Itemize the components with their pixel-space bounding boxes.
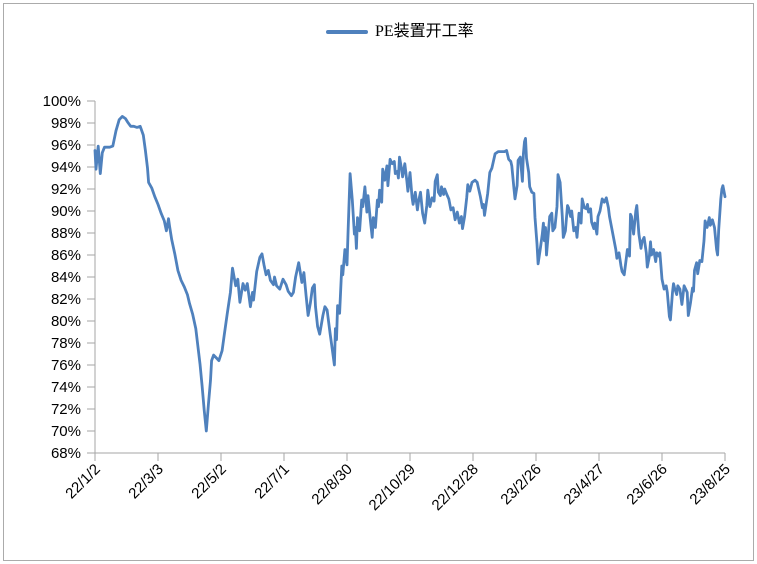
y-tick-label: 98% — [51, 115, 81, 132]
x-tick-label: 23/6/26 — [623, 461, 670, 508]
x-tick-label: 22/1/2 — [62, 461, 104, 503]
y-tick-label: 82% — [51, 291, 81, 308]
legend-line-swatch — [326, 30, 368, 34]
x-tick-label: 22/7/1 — [251, 461, 293, 503]
x-tick-label: 22/12/28 — [429, 461, 482, 514]
x-tick-label: 23/4/27 — [560, 461, 607, 508]
y-tick-label: 70% — [51, 423, 81, 440]
x-tick-label: 22/3/3 — [125, 461, 167, 503]
y-tick-label: 84% — [51, 269, 81, 286]
x-tick-label: 23/8/25 — [686, 461, 733, 508]
y-tick-label: 86% — [51, 247, 81, 264]
series-line-pe-operating-rate — [93, 115, 727, 433]
y-tick-label: 88% — [51, 225, 81, 242]
y-tick-label: 76% — [51, 357, 81, 374]
y-tick-label: 90% — [51, 203, 81, 220]
legend: PE装置开工率 — [326, 24, 474, 40]
y-tick-label: 68% — [51, 445, 81, 462]
x-tick-label: 22/5/2 — [188, 461, 230, 503]
y-tick-label: 74% — [51, 379, 81, 396]
y-tick-label: 78% — [51, 335, 81, 352]
y-tick-label: 94% — [51, 159, 81, 176]
y-tick-label: 92% — [51, 181, 81, 198]
x-tick-label: 22/10/29 — [366, 461, 419, 514]
y-tick-label: 80% — [51, 313, 81, 330]
x-tick-label: 22/8/30 — [308, 461, 355, 508]
y-tick-label: 72% — [51, 401, 81, 418]
legend-label: PE装置开工率 — [375, 23, 474, 40]
y-tick-label: 96% — [51, 137, 81, 154]
y-tick-label: 100% — [43, 93, 81, 110]
x-tick-label: 23/2/26 — [497, 461, 544, 508]
